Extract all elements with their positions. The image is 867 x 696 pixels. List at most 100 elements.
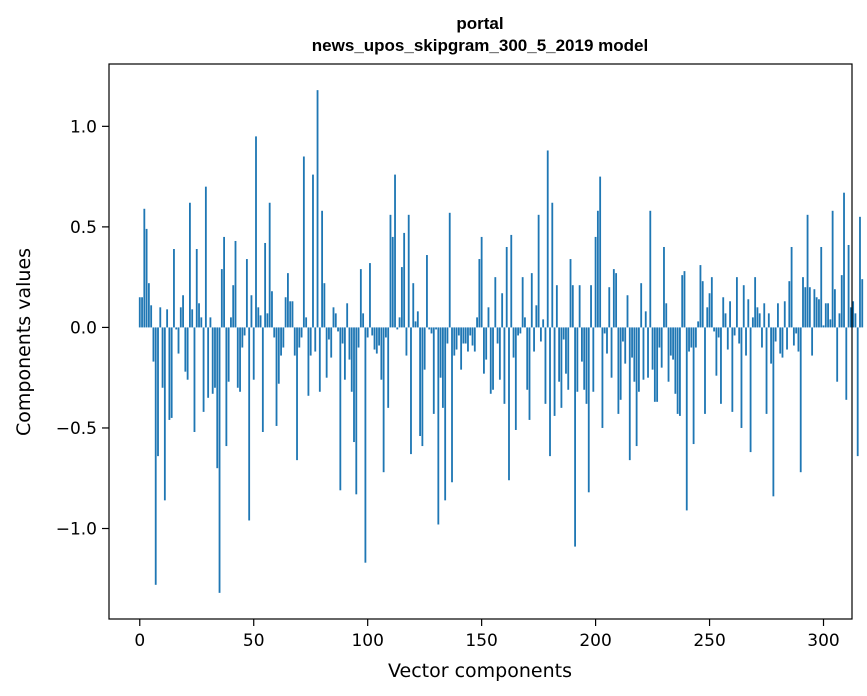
bar-62 (280, 327, 282, 356)
bar-135 (446, 327, 449, 344)
plot-frame (108, 63, 853, 620)
bar-303 (829, 319, 832, 328)
bar-31 (209, 317, 212, 328)
bar-129 (432, 327, 435, 414)
bar-176 (539, 327, 542, 342)
bar-114 (398, 317, 401, 328)
bar-254 (717, 327, 720, 338)
x-axis-label: Vector components (388, 660, 572, 682)
bar-190 (571, 285, 574, 328)
bar-173 (533, 327, 535, 352)
bar-289 (797, 327, 800, 352)
bar-122 (416, 311, 419, 328)
bar-156 (494, 277, 497, 328)
bar-128 (430, 327, 433, 334)
bar-237 (679, 327, 681, 416)
bar-298 (818, 299, 820, 328)
bar-304 (831, 210, 834, 328)
chart-title: portal (456, 14, 503, 33)
bar-258 (726, 327, 729, 350)
bar-35 (218, 327, 221, 593)
bar-33 (214, 327, 216, 388)
bar-186 (562, 327, 565, 340)
bar-44 (239, 327, 241, 392)
bar-290 (799, 327, 802, 473)
bar-313 (852, 301, 855, 328)
bar-17 (177, 327, 180, 354)
bar-99 (364, 327, 367, 563)
bar-294 (808, 287, 811, 328)
bar-194 (581, 327, 583, 362)
bar-130 (435, 327, 437, 330)
bar-138 (453, 327, 456, 356)
bar-34 (216, 327, 219, 469)
bar-116 (403, 232, 406, 328)
bar-117 (405, 327, 408, 356)
bar-316 (859, 216, 861, 328)
bar-56 (266, 313, 269, 328)
bar-15 (173, 249, 175, 328)
bar-51 (255, 136, 257, 328)
bar-84 (330, 327, 333, 358)
bar-157 (496, 327, 499, 344)
bar-274 (763, 303, 766, 328)
bar-82 (325, 327, 328, 378)
bar-45 (241, 327, 244, 348)
bar-19 (182, 295, 184, 328)
bar-126 (426, 255, 428, 328)
bar-150 (480, 236, 483, 328)
bar-197 (587, 327, 590, 493)
bar-171 (528, 327, 531, 420)
bar-9 (159, 307, 162, 328)
bar-174 (535, 305, 538, 328)
bar-167 (519, 327, 522, 334)
bar-91 (346, 303, 349, 328)
bar-212 (622, 327, 624, 342)
bar-159 (501, 293, 504, 328)
bar-215 (628, 327, 631, 461)
bar-310 (845, 327, 848, 400)
bar-22 (189, 202, 191, 328)
bar-210 (617, 327, 620, 414)
bar-311 (847, 244, 850, 328)
bar-153 (487, 307, 490, 328)
bar-29 (204, 186, 207, 328)
bar-233 (669, 327, 672, 356)
bar-4 (147, 283, 150, 328)
bar-181 (551, 202, 554, 328)
bar-175 (537, 214, 540, 328)
bar-241 (688, 327, 690, 352)
x-axis-ticks: 0 50 100 150 200 250 300 (134, 619, 840, 651)
y-tick-label-1: −0.5 (56, 419, 97, 439)
bar-142 (462, 327, 465, 344)
bar-195 (583, 327, 586, 390)
bar-149 (478, 259, 481, 328)
bar-292 (804, 287, 807, 328)
bar-272 (758, 313, 761, 328)
bar-169 (524, 317, 526, 328)
bar-92 (348, 327, 351, 360)
bar-65 (287, 273, 289, 328)
bar-67 (291, 301, 294, 328)
bar-37 (223, 236, 225, 328)
bar-256 (722, 297, 725, 328)
bar-301 (824, 303, 827, 328)
bar-265 (742, 285, 745, 328)
bar-107 (382, 327, 385, 473)
bar-136 (448, 212, 451, 328)
bar-53 (259, 315, 262, 328)
bar-59 (273, 327, 276, 338)
bar-168 (521, 277, 524, 328)
bar-16 (175, 327, 178, 330)
bar-246 (699, 265, 702, 328)
bar-41 (232, 285, 235, 328)
bar-223 (647, 327, 649, 378)
x-tick-label-100: 100 (351, 631, 383, 651)
bar-300 (822, 325, 825, 328)
bar-219 (637, 327, 640, 392)
bar-221 (642, 327, 645, 380)
bar-268 (749, 327, 752, 453)
bar-273 (761, 327, 763, 348)
bar-247 (701, 281, 704, 328)
bar-166 (517, 327, 520, 336)
